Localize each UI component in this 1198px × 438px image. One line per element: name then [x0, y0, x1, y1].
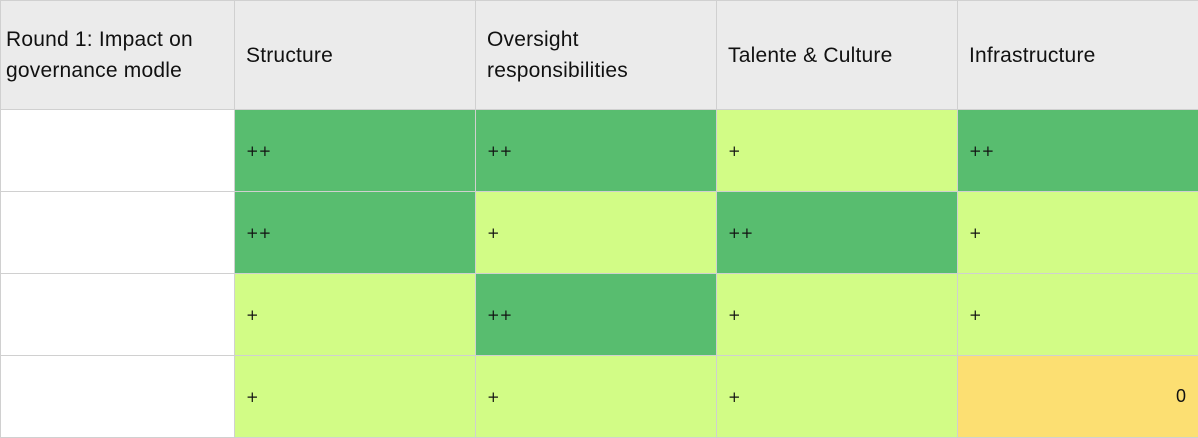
column-header-oversight: Oversight responsibilities — [475, 0, 717, 110]
rating-cell: ++ — [234, 109, 476, 192]
rating-cell: + — [957, 273, 1198, 356]
column-header-infrastructure: Infrastructure — [957, 0, 1198, 110]
rating-cell: + — [716, 355, 958, 438]
rating-cell: 0 — [957, 355, 1198, 438]
table-row: ++ + ++ + — [0, 191, 1198, 274]
table-body: ++ ++ + ++ ++ + ++ + + ++ + + + + +0 — [0, 109, 1198, 438]
row-label-cell — [0, 355, 235, 438]
row-label-cell — [0, 109, 235, 192]
rating-cell: + — [475, 355, 717, 438]
rating-cell: ++ — [475, 109, 717, 192]
table-row: ++ ++ + ++ — [0, 109, 1198, 192]
rating-cell: ++ — [234, 191, 476, 274]
rating-cell: + — [716, 109, 958, 192]
rating-cell: + — [475, 191, 717, 274]
rating-cell: + — [234, 273, 476, 356]
column-header-talent-culture: Talente & Culture — [716, 0, 958, 110]
header-row: Round 1: Impact on governance modle Stru… — [0, 0, 1198, 110]
rating-cell: ++ — [475, 273, 717, 356]
table-row: + ++ + + — [0, 273, 1198, 356]
row-label-cell — [0, 191, 235, 274]
table-row: + + +0 — [0, 355, 1198, 438]
rating-cell: ++ — [957, 109, 1198, 192]
row-label-cell — [0, 273, 235, 356]
rating-cell: ++ — [716, 191, 958, 274]
rating-cell: + — [716, 273, 958, 356]
rating-cell: + — [234, 355, 476, 438]
column-header-structure: Structure — [234, 0, 476, 110]
rating-cell: + — [957, 191, 1198, 274]
corner-header: Round 1: Impact on governance modle — [0, 0, 235, 110]
